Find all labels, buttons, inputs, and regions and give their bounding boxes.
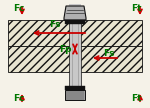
Bar — [65, 86, 85, 90]
Text: Fs: Fs — [103, 49, 114, 59]
Text: Fc: Fc — [13, 4, 24, 13]
Polygon shape — [8, 46, 142, 72]
Polygon shape — [64, 6, 86, 20]
Bar — [65, 90, 85, 100]
Bar — [65, 20, 85, 24]
Bar — [69, 4, 81, 20]
Text: Fp: Fp — [59, 45, 71, 55]
Text: Ft: Ft — [131, 4, 141, 13]
Text: Fc: Fc — [13, 94, 24, 103]
Bar — [68, 45, 82, 47]
Bar — [69, 18, 81, 90]
Text: Ft: Ft — [131, 94, 141, 103]
Polygon shape — [8, 20, 142, 46]
Text: Fs: Fs — [49, 20, 61, 29]
